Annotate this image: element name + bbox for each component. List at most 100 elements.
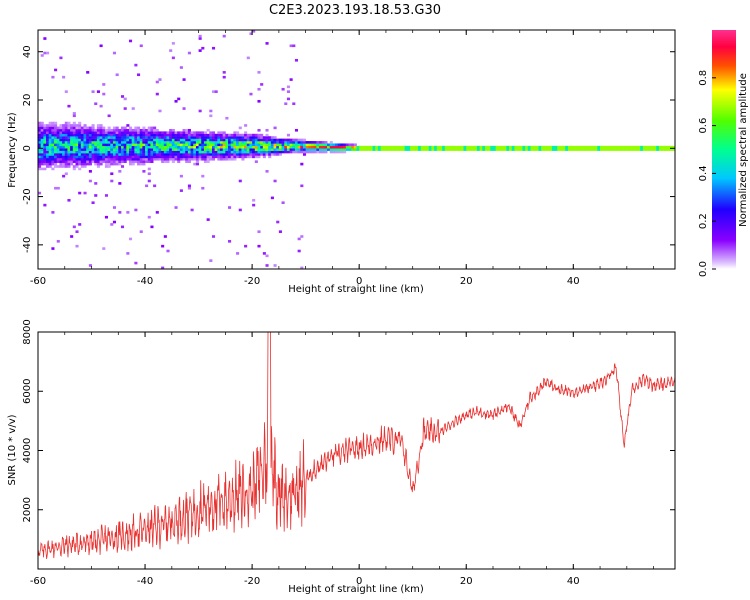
spectrogram-cell xyxy=(244,145,248,149)
spectrogram-cell xyxy=(294,143,299,147)
spectrogram-cell xyxy=(230,143,234,147)
spectrogram-cell xyxy=(72,157,76,161)
spectrogram-cell xyxy=(72,112,76,115)
spectrogram-cell xyxy=(278,141,282,144)
spectrogram-cell xyxy=(104,145,108,149)
spectrogram-cell xyxy=(115,136,119,139)
spectrogram-cell xyxy=(222,141,226,144)
spectrogram-cell xyxy=(163,133,167,137)
spectrogram-cell xyxy=(150,136,154,139)
spectrogram-cell xyxy=(99,128,103,132)
spectrogram-cell xyxy=(241,157,245,161)
spectrogram-cell xyxy=(59,136,63,139)
spectrogram-cell xyxy=(54,128,58,132)
spectrogram-cell xyxy=(211,138,216,142)
spectrogram-cell xyxy=(56,155,60,159)
spectrogram-cell xyxy=(187,160,191,163)
spectrogram-cell xyxy=(195,162,199,166)
spectrogram-cell xyxy=(161,131,165,134)
spectrogram-cell xyxy=(190,133,194,137)
spectrogram-cell xyxy=(38,191,42,195)
spectrogram-cell xyxy=(99,44,103,48)
spectrogram-cell xyxy=(203,145,208,149)
spectrogram-cell xyxy=(123,145,127,149)
spectrogram-cell xyxy=(59,153,63,156)
spectrogram-cell xyxy=(257,150,261,154)
spectrogram-cell xyxy=(214,141,218,144)
spectrogram-cell xyxy=(610,145,614,149)
spectrogram-cell xyxy=(637,145,641,149)
spectrogram-cell xyxy=(83,165,87,168)
spectrogram-cell xyxy=(142,160,146,163)
spectrogram-cell xyxy=(99,145,103,149)
spectrogram-cell xyxy=(78,133,82,137)
spectrogram-cell xyxy=(201,186,205,190)
spectrogram-cell xyxy=(126,211,130,214)
spectrogram-cell xyxy=(597,145,601,149)
spectrogram-cell xyxy=(645,145,649,149)
spectrogram-cell xyxy=(340,145,344,149)
spectrogram-cell xyxy=(161,160,165,163)
spectrogram-cell xyxy=(294,150,299,154)
spectrogram-cell xyxy=(62,141,66,144)
spectrogram-cell xyxy=(404,148,408,151)
spectrogram-cell xyxy=(672,148,675,151)
spectrogram-cell xyxy=(340,148,344,151)
spectrogram-cell xyxy=(40,128,44,132)
spectrogram-cell xyxy=(648,145,652,149)
spectrogram-cell xyxy=(145,160,149,163)
spectrogram-cell xyxy=(460,145,464,149)
spectrogram-cell xyxy=(329,145,333,149)
spectrogram-cell xyxy=(142,157,146,161)
spectrogram-cell xyxy=(123,157,127,161)
spectrogram-cell xyxy=(233,131,237,134)
spectrogram-cell xyxy=(80,141,84,144)
spectrogram-cell xyxy=(96,148,100,151)
spectrogram-cell xyxy=(137,148,141,151)
spectrogram-cell xyxy=(262,148,266,151)
spectrogram-cell xyxy=(228,133,232,137)
spectrogram-cell xyxy=(230,136,234,139)
spectrogram-cell xyxy=(201,136,205,139)
spectrogram-cell xyxy=(187,138,191,142)
spectrogram-cell xyxy=(166,133,170,137)
spectrogram-cell xyxy=(217,138,221,142)
spectrogram-cell xyxy=(161,266,165,269)
spectrogram-cell xyxy=(353,148,357,151)
spectrogram-cell xyxy=(99,162,103,166)
spectrogram-cell xyxy=(185,133,189,137)
spectrogram-cell xyxy=(51,167,55,171)
spectrogram-cell xyxy=(428,148,432,151)
spectrogram-cell xyxy=(40,141,44,144)
spectrogram-cell xyxy=(233,157,237,161)
spectrogram-cell xyxy=(64,128,68,132)
spectrogram-cell xyxy=(78,138,82,142)
spectrogram-cell xyxy=(88,128,92,132)
spectrogram-cell xyxy=(118,182,122,185)
spectrogram-cell xyxy=(262,153,266,156)
spectrogram-cell xyxy=(64,162,68,166)
spectrogram-cell xyxy=(56,148,60,151)
spectrogram-cell xyxy=(169,138,173,142)
spectrogram-cell xyxy=(262,141,266,144)
spectrogram-cell xyxy=(343,150,347,154)
spectrogram-cell xyxy=(56,133,60,137)
spectrogram-cell xyxy=(80,160,84,163)
spectrogram-cell xyxy=(340,143,344,147)
spectrogram-cell xyxy=(262,155,266,159)
spectrogram-cell xyxy=(244,141,248,144)
spectrogram-cell xyxy=(332,143,336,147)
spectrogram-cell xyxy=(211,150,216,154)
spectrogram-cell xyxy=(107,150,111,154)
spectrogram-cell xyxy=(281,143,285,147)
spectrogram-cell xyxy=(233,145,237,149)
spectrogram-cell xyxy=(249,145,253,149)
spectrogram-cell xyxy=(75,131,79,134)
spectrogram-cell xyxy=(129,145,133,149)
spectrogram-cell xyxy=(62,145,66,149)
spectrogram-cell xyxy=(59,126,63,130)
spectrogram-cell xyxy=(80,145,84,149)
spectrogram-cell xyxy=(126,145,130,149)
spectrogram-cell xyxy=(222,150,226,154)
